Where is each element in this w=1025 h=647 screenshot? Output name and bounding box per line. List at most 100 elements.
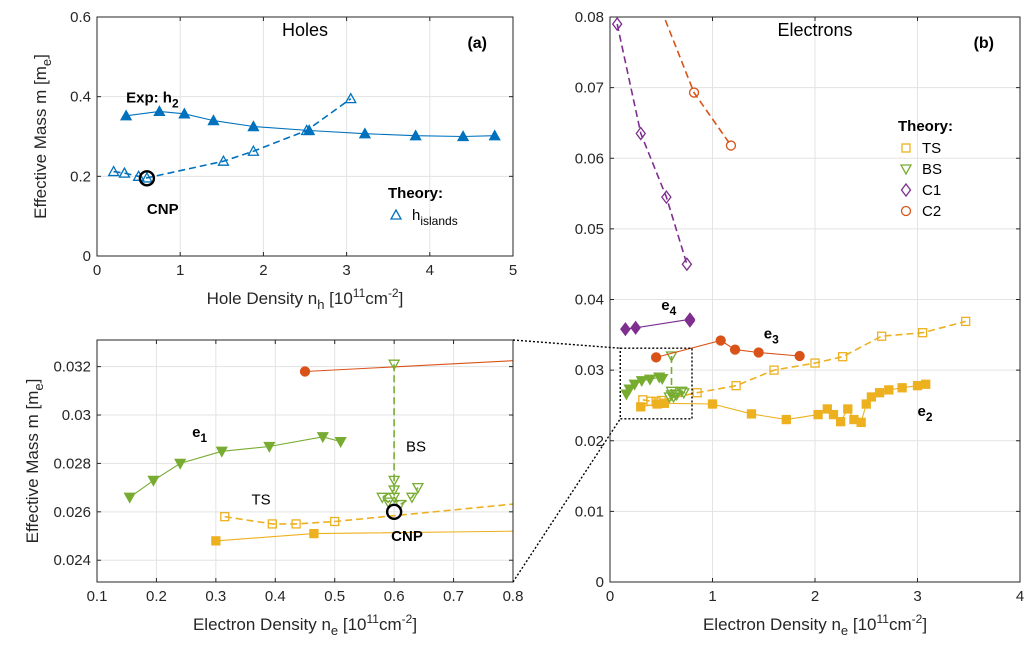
data-point: [688, 87, 700, 98]
y-tick-label: 0.2: [70, 168, 91, 185]
y-tick-label: 0.028: [53, 455, 91, 472]
series-group: [107, 92, 501, 183]
data-point: [828, 409, 839, 420]
data-point: [247, 144, 260, 156]
data-point: [147, 475, 160, 487]
data-point: [866, 392, 877, 402]
y-tick-label: 0.08: [575, 9, 604, 26]
data-point: [753, 347, 764, 358]
legend-label: C1: [922, 182, 941, 199]
annotation: Exp: h2: [126, 90, 179, 111]
data-point: [661, 190, 672, 205]
data-point: [620, 322, 631, 337]
data-point: [316, 432, 329, 444]
data-point: [247, 120, 260, 132]
x-tick-label: 0: [606, 588, 614, 605]
plot-area: [97, 340, 513, 582]
y-tick-label: 0.6: [70, 9, 91, 26]
panel-a-holes: 0 1 2 3 4 5 0 0.2 0.4 0.6 Exp: h2 CNP Holes (a) Hole D…: [31, 9, 517, 312]
data-point: [309, 528, 319, 539]
data-point: [874, 388, 885, 398]
data-point: [813, 409, 823, 420]
data-point: [669, 389, 682, 401]
y-tick-label: 0.032: [53, 359, 91, 376]
data-point: [388, 485, 401, 497]
y-tick-label: 0.07: [575, 80, 604, 97]
panel-inset-zoom: 0.1 0.2 0.3 0.4 0.5 0.6 0.7 0.8 0.024 0.026 0.028 0…: [23, 339, 524, 638]
data-point: [211, 536, 221, 546]
data-point: [897, 383, 907, 393]
data-point: [388, 475, 401, 487]
annotation: BS: [406, 438, 426, 455]
data-point: [921, 379, 931, 389]
axes-box: [96, 16, 514, 257]
y-tick-label: 0.06: [575, 150, 604, 167]
y-tick-label: 0.02: [575, 433, 604, 450]
data-point: [409, 129, 422, 141]
data-point: [838, 352, 848, 362]
data-point: [263, 441, 276, 453]
data-point: [456, 130, 470, 142]
axes-box: [96, 339, 514, 583]
annotation: CNP: [147, 201, 179, 218]
x-tick-label: 0.8: [503, 588, 524, 605]
data-point: [822, 404, 832, 414]
zoom-connector-bottom: [512, 418, 621, 583]
data-point: [636, 402, 646, 412]
data-point: [628, 379, 641, 391]
data-point: [358, 127, 372, 139]
data-point: [884, 385, 894, 395]
data-point: [731, 381, 741, 391]
data-point: [291, 519, 301, 529]
data-point: [656, 373, 669, 385]
series-line: [663, 17, 732, 146]
data-point: [961, 316, 971, 327]
data-point: [794, 350, 805, 362]
data-point: [912, 381, 923, 391]
data-point: [659, 398, 669, 408]
data-point: [405, 492, 419, 504]
legend-title: Theory:: [388, 185, 443, 202]
x-tick-label: 1: [708, 588, 716, 605]
x-tick-label: 4: [1016, 588, 1024, 605]
data-point: [725, 140, 737, 151]
data-point: [635, 126, 647, 141]
y-tick-label: 0.05: [575, 221, 604, 238]
x-axis-label: Hole Density nh [1011cm-2]: [207, 286, 404, 312]
x-tick-label: 0.7: [443, 588, 464, 605]
data-point: [178, 107, 191, 119]
data-point: [635, 376, 648, 388]
data-point: [781, 414, 791, 425]
data-point: [174, 458, 187, 470]
data-point: [715, 335, 726, 346]
data-point: [120, 109, 133, 121]
data-point: [388, 492, 401, 504]
data-point: [876, 331, 887, 341]
series-line: [616, 23, 688, 265]
data-point: [334, 436, 347, 448]
legend-label: TS: [922, 140, 941, 157]
x-axis-label: Electron Density ne [1011cm-2]: [193, 612, 417, 638]
legend-marker: [899, 164, 913, 176]
data-point: [207, 114, 220, 126]
data-point: [217, 154, 230, 166]
data-point: [650, 352, 662, 363]
data-point: [118, 166, 131, 178]
panel-b-electrons: 0 1 2 3 400.010.020.030.040.050.060.070.08e4…: [575, 9, 1024, 638]
data-point: [630, 320, 641, 335]
data-point: [681, 257, 693, 272]
data-point: [684, 313, 696, 328]
y-tick-label: 0.03: [62, 407, 91, 424]
y-tick-label: 0.024: [53, 552, 91, 569]
panel-tag: (b): [974, 35, 994, 52]
data-point: [677, 388, 690, 400]
data-point: [299, 366, 311, 377]
y-tick-label: 0: [83, 248, 91, 265]
x-axis-label: Electron Density ne [1011cm-2]: [703, 612, 927, 638]
data-point: [388, 359, 401, 371]
data-point: [611, 17, 623, 32]
x-tick-label: 3: [342, 262, 350, 279]
x-tick-label: 3: [913, 588, 921, 605]
data-point: [746, 409, 757, 419]
